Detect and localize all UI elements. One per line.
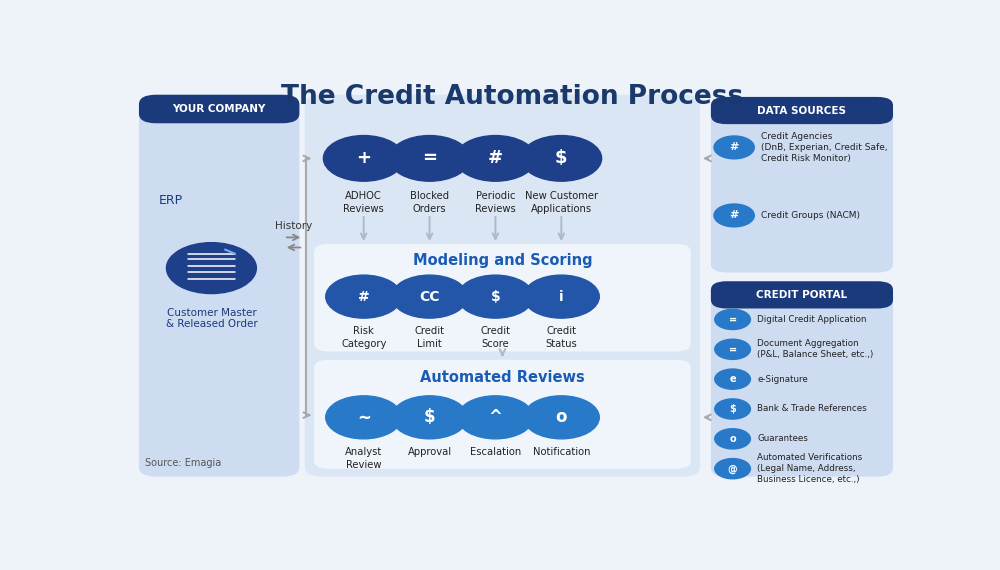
- Text: DATA SOURCES: DATA SOURCES: [757, 105, 846, 116]
- Text: Automated Reviews: Automated Reviews: [420, 370, 585, 385]
- Circle shape: [166, 243, 256, 294]
- FancyBboxPatch shape: [305, 95, 700, 477]
- Circle shape: [392, 396, 468, 439]
- Text: Credit Groups (NACM): Credit Groups (NACM): [761, 211, 860, 220]
- Circle shape: [457, 396, 533, 439]
- Text: ADHOC
Reviews: ADHOC Reviews: [343, 192, 384, 214]
- Text: =: =: [422, 149, 437, 168]
- FancyBboxPatch shape: [711, 281, 893, 477]
- Text: ~: ~: [357, 408, 371, 426]
- Text: Credit
Status: Credit Status: [545, 327, 577, 349]
- Text: e: e: [729, 374, 736, 384]
- Text: #: #: [729, 142, 739, 152]
- FancyBboxPatch shape: [711, 97, 893, 124]
- Circle shape: [323, 136, 404, 181]
- Circle shape: [714, 204, 754, 227]
- FancyBboxPatch shape: [711, 281, 893, 308]
- Text: CC: CC: [419, 290, 440, 304]
- Text: o: o: [556, 408, 567, 426]
- Text: ERP: ERP: [158, 194, 182, 206]
- Text: Risk
Category: Risk Category: [341, 327, 386, 349]
- Text: YOUR COMPANY: YOUR COMPANY: [172, 104, 266, 114]
- Circle shape: [715, 459, 750, 479]
- Text: #: #: [729, 210, 739, 221]
- Circle shape: [523, 396, 599, 439]
- Text: Automated Verifications
(Legal Name, Address,
Business Licence, etc.,): Automated Verifications (Legal Name, Add…: [757, 453, 863, 484]
- Text: @: @: [728, 463, 737, 474]
- Text: Analyst
Review: Analyst Review: [345, 447, 382, 470]
- Text: Escalation: Escalation: [470, 447, 521, 457]
- Text: New Customer
Applications: New Customer Applications: [525, 192, 598, 214]
- Circle shape: [715, 339, 750, 360]
- Circle shape: [715, 429, 750, 449]
- FancyBboxPatch shape: [139, 95, 299, 477]
- Text: +: +: [356, 149, 371, 168]
- Text: e-Signature: e-Signature: [757, 374, 808, 384]
- Text: $: $: [555, 149, 568, 168]
- Text: Document Aggregation
(P&L, Balance Sheet, etc.,): Document Aggregation (P&L, Balance Sheet…: [757, 339, 874, 359]
- FancyBboxPatch shape: [139, 95, 299, 123]
- Text: $: $: [729, 404, 736, 414]
- Text: Credit
Score: Credit Score: [480, 327, 510, 349]
- Circle shape: [715, 369, 750, 389]
- Text: Approval: Approval: [408, 447, 452, 457]
- Text: Credit
Limit: Credit Limit: [415, 327, 445, 349]
- FancyBboxPatch shape: [314, 244, 691, 352]
- Text: ^: ^: [489, 408, 502, 426]
- Circle shape: [715, 310, 750, 329]
- Text: #: #: [488, 149, 503, 168]
- Circle shape: [455, 136, 536, 181]
- Text: $: $: [491, 290, 500, 304]
- FancyBboxPatch shape: [711, 97, 893, 272]
- Circle shape: [457, 275, 533, 318]
- Text: Periodic
Reviews: Periodic Reviews: [475, 192, 516, 214]
- Circle shape: [714, 136, 754, 159]
- Text: Digital Credit Application: Digital Credit Application: [757, 315, 867, 324]
- Circle shape: [389, 136, 470, 181]
- Text: #: #: [358, 290, 370, 304]
- Circle shape: [523, 275, 599, 318]
- Text: The Credit Automation Process: The Credit Automation Process: [281, 84, 744, 110]
- Text: Modeling and Scoring: Modeling and Scoring: [413, 253, 592, 268]
- Text: =: =: [729, 344, 737, 355]
- Text: Bank & Trade References: Bank & Trade References: [757, 405, 867, 413]
- FancyBboxPatch shape: [314, 360, 691, 469]
- Text: i: i: [559, 290, 564, 304]
- Text: CREDIT PORTAL: CREDIT PORTAL: [756, 290, 848, 300]
- Text: History: History: [275, 221, 312, 231]
- Circle shape: [392, 275, 468, 318]
- Text: Credit Agencies
(DnB, Experian, Credit Safe,
Credit Risk Monitor): Credit Agencies (DnB, Experian, Credit S…: [761, 132, 888, 163]
- Text: Source: Emagia: Source: Emagia: [145, 458, 221, 469]
- Circle shape: [715, 399, 750, 419]
- Text: Customer Master
& Released Order: Customer Master & Released Order: [166, 308, 257, 329]
- Text: Blocked
Orders: Blocked Orders: [410, 192, 449, 214]
- Text: =: =: [729, 315, 737, 324]
- Text: Notification: Notification: [533, 447, 590, 457]
- Text: o: o: [729, 434, 736, 444]
- Text: Guarantees: Guarantees: [757, 434, 808, 443]
- Circle shape: [326, 396, 402, 439]
- Text: $: $: [424, 408, 435, 426]
- Circle shape: [521, 136, 602, 181]
- Circle shape: [326, 275, 402, 318]
